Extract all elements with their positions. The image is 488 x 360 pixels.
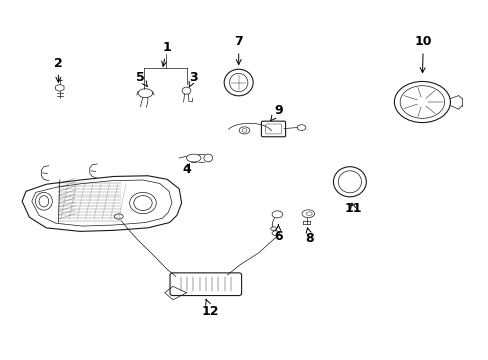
Text: 10: 10 (414, 35, 431, 73)
Text: 8: 8 (305, 228, 313, 245)
Text: 2: 2 (54, 57, 62, 82)
Text: 9: 9 (270, 104, 282, 121)
Text: 5: 5 (136, 71, 147, 87)
Text: 11: 11 (344, 202, 361, 215)
Text: 7: 7 (234, 35, 243, 64)
Text: 6: 6 (273, 225, 282, 243)
Text: 12: 12 (202, 299, 219, 318)
Text: 3: 3 (189, 71, 198, 87)
Text: 1: 1 (162, 41, 171, 66)
Text: 4: 4 (182, 163, 190, 176)
